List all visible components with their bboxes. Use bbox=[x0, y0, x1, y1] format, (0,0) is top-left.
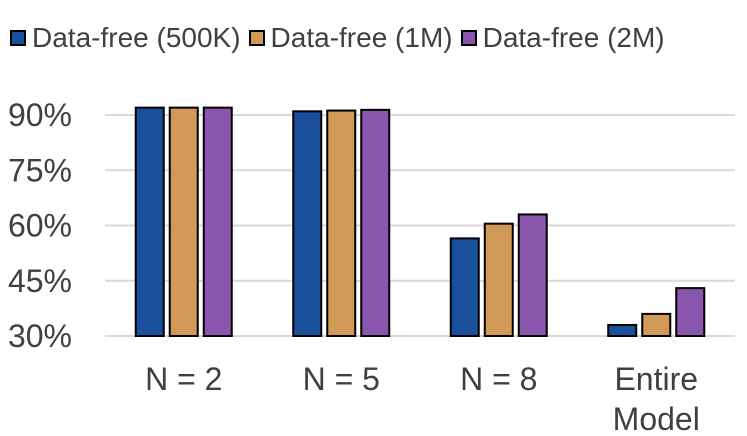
bar bbox=[134, 106, 165, 337]
bar bbox=[483, 222, 514, 338]
chart-legend: Data-free (500K) Data-free (1M) Data-fre… bbox=[10, 22, 673, 54]
bar bbox=[517, 213, 548, 337]
bar bbox=[607, 323, 638, 338]
legend-label-500k: Data-free (500K) bbox=[32, 22, 241, 53]
x-tick-label: N = 2 bbox=[145, 361, 222, 397]
legend-item-2m: Data-free (2M) bbox=[460, 22, 665, 54]
bar bbox=[641, 312, 672, 337]
x-tick-label: Entire bbox=[614, 361, 698, 397]
y-tick-label: 90% bbox=[8, 97, 72, 133]
x-tick-label: N = 5 bbox=[303, 361, 380, 397]
x-tick-label: Model bbox=[613, 401, 700, 436]
legend-label-1m: Data-free (1M) bbox=[270, 22, 453, 53]
bar bbox=[360, 108, 391, 337]
legend-item-500k: Data-free (500K) bbox=[10, 22, 241, 54]
legend-swatch-2m bbox=[460, 30, 477, 46]
bar bbox=[202, 106, 233, 337]
y-tick-label: 60% bbox=[8, 208, 72, 244]
bar bbox=[449, 237, 480, 337]
y-tick-label: 45% bbox=[8, 263, 72, 299]
bar bbox=[675, 287, 706, 338]
x-tick-label: N = 8 bbox=[460, 361, 537, 397]
bar bbox=[168, 106, 199, 337]
y-tick-label: 75% bbox=[8, 152, 72, 188]
y-tick-label: 30% bbox=[8, 318, 72, 354]
legend-item-1m: Data-free (1M) bbox=[248, 22, 453, 54]
bar bbox=[326, 109, 357, 337]
legend-swatch-1m bbox=[248, 30, 265, 46]
legend-label-2m: Data-free (2M) bbox=[482, 22, 665, 53]
bar bbox=[292, 110, 323, 337]
legend-swatch-500k bbox=[10, 30, 26, 46]
